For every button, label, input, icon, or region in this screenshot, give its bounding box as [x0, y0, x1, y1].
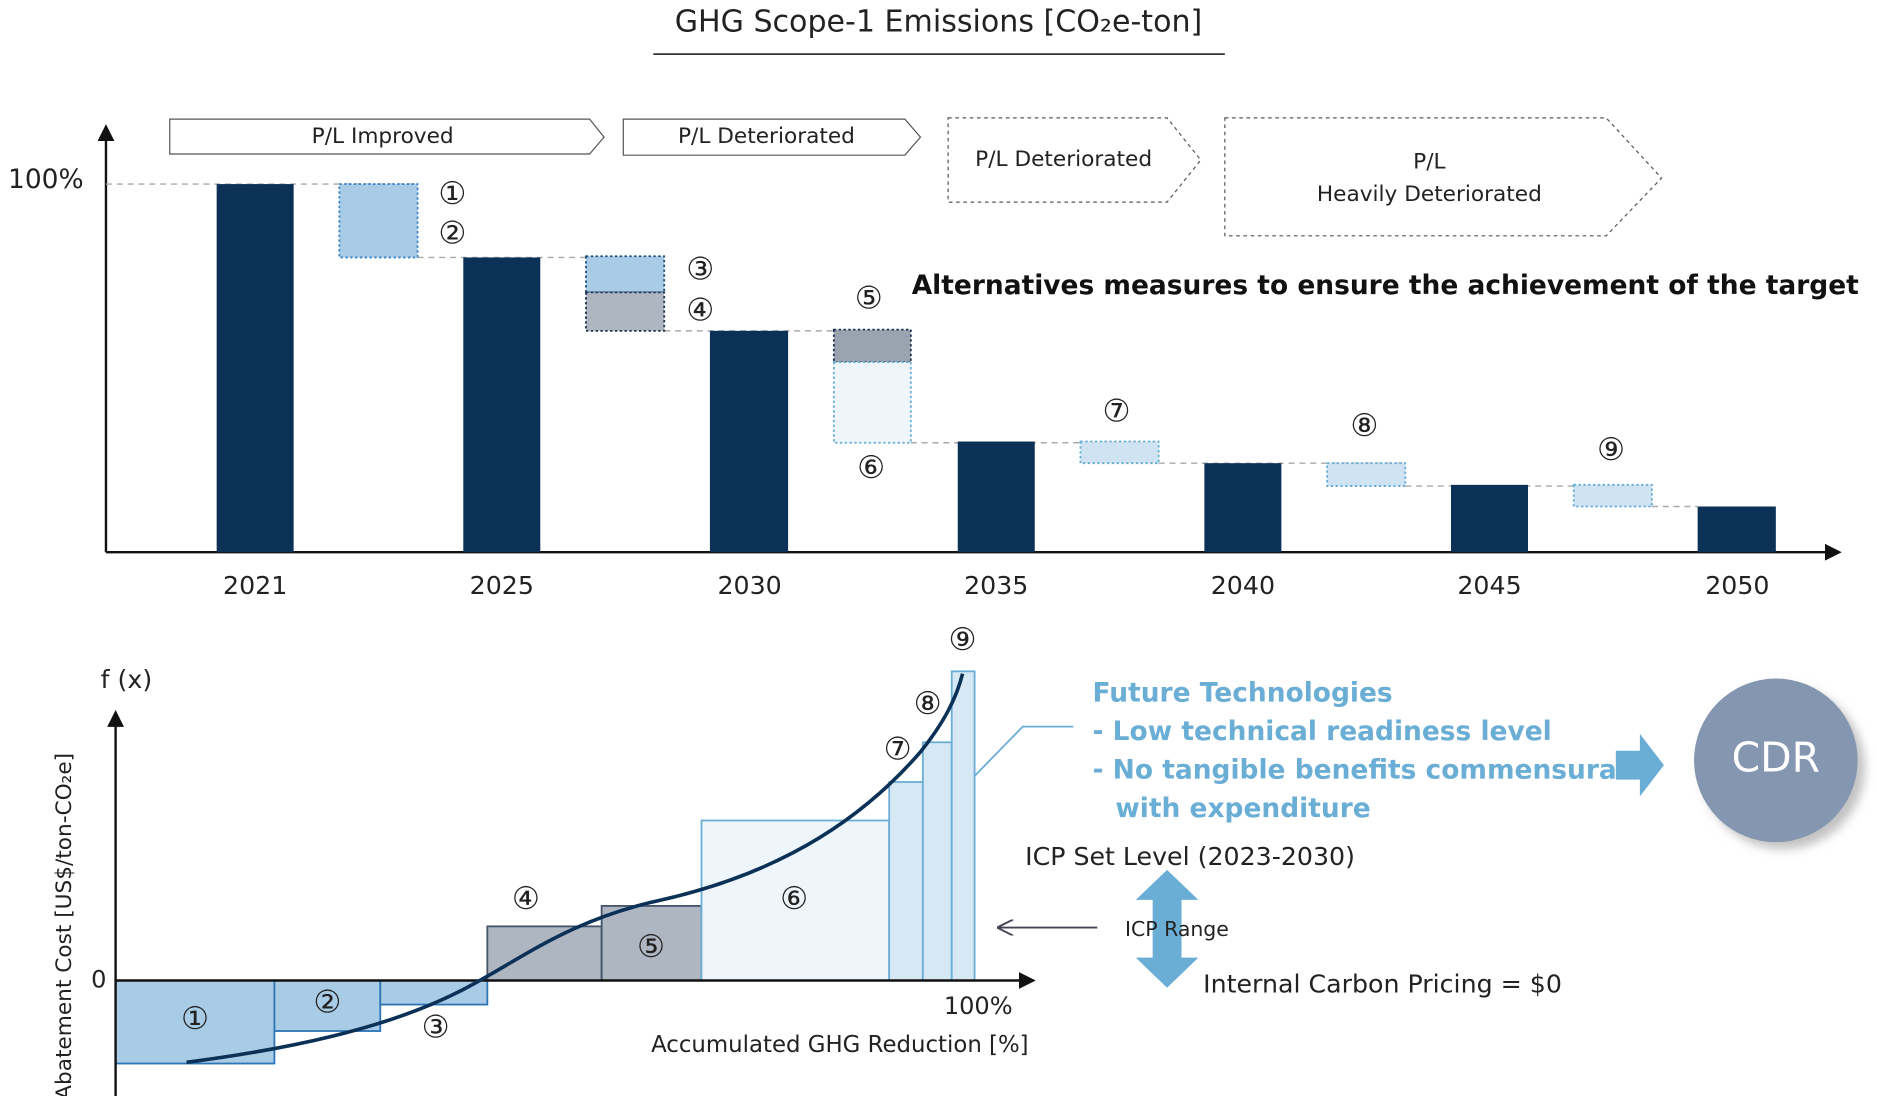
measure-number: ② — [313, 984, 341, 1020]
measure-number: ⑨ — [1597, 432, 1625, 468]
measure-number: ⑥ — [857, 450, 885, 486]
measure-number: ③ — [422, 1010, 450, 1046]
measure-number: ⑧ — [1350, 408, 1378, 444]
phase-label: P/L Deteriorated — [975, 147, 1152, 172]
callout-line — [973, 725, 1074, 777]
step-box — [1572, 483, 1653, 508]
measure-number: ① — [181, 1001, 209, 1037]
measure-number: ⑤ — [855, 281, 883, 317]
year-label: 2025 — [470, 571, 534, 600]
icp-range-label: ICP Range — [1125, 917, 1229, 941]
year-label: 2050 — [1705, 571, 1769, 600]
phase-label: Heavily Deteriorated — [1317, 182, 1542, 207]
step-box — [585, 291, 666, 332]
y-axis-label: Abatement Cost [US$/ton-CO₂e] — [52, 753, 77, 1096]
x-axis-label: Accumulated GHG Reduction [%] — [651, 1032, 1029, 1058]
zero-label: 0 — [91, 966, 106, 994]
cdr-circle — [1694, 678, 1858, 843]
cost-box — [114, 979, 276, 1065]
title: GHG Scope-1 Emissions [CO₂e-ton] — [675, 4, 1203, 39]
step-box — [832, 361, 912, 444]
phase-label: P/L Deteriorated — [678, 124, 855, 149]
future-text: Future Technologies — [1092, 678, 1392, 709]
cost-box — [700, 819, 891, 982]
year-label: 2040 — [1211, 571, 1275, 600]
measure-number: ⑥ — [780, 881, 808, 917]
measure-number: ⑦ — [1103, 394, 1131, 430]
alternatives-heading: Alternatives measures to ensure the achi… — [912, 270, 1859, 301]
phase-label: P/L Improved — [312, 124, 454, 149]
x-end-label: 100% — [944, 992, 1013, 1020]
measure-number: ⑤ — [637, 929, 665, 965]
measure-number: ⑨ — [949, 622, 977, 658]
bar — [709, 330, 789, 553]
cost-box — [921, 741, 953, 982]
year-label: 2021 — [223, 571, 287, 600]
bar — [216, 184, 294, 553]
measure-number: ① — [438, 176, 466, 212]
phase-arrow — [169, 118, 605, 155]
bar — [463, 257, 541, 553]
measure-number: ⑦ — [884, 732, 912, 768]
future-text: with expenditure — [1115, 793, 1370, 824]
step-box — [1326, 462, 1407, 487]
phase-arrow — [1224, 117, 1663, 237]
cost-curve — [186, 673, 965, 1065]
bar — [1451, 484, 1529, 553]
step-box — [585, 255, 666, 294]
measure-number: ③ — [686, 252, 714, 288]
measure-number: ④ — [686, 293, 714, 329]
cost-box — [486, 925, 603, 982]
bar — [1204, 463, 1282, 553]
cdr-label: CDR — [1732, 733, 1820, 781]
icp-set-label: ICP Set Level (2023-2030) — [1025, 842, 1355, 871]
future-text: - Low technical readiness level — [1092, 716, 1551, 747]
phase-label: P/L — [1413, 149, 1445, 174]
step-box — [1079, 440, 1160, 465]
step-box — [338, 183, 419, 259]
phase-arrow — [622, 118, 922, 156]
cost-box — [888, 781, 924, 982]
cost-box — [950, 670, 976, 982]
year-label: 2030 — [717, 571, 781, 600]
right-arrow — [1615, 733, 1664, 797]
fx-label: f (x) — [101, 665, 153, 694]
year-label: 2045 — [1457, 571, 1521, 600]
future-text: - No tangible benefits commensurate — [1092, 755, 1647, 786]
measure-number: ④ — [512, 881, 540, 917]
step-box — [832, 328, 912, 364]
bar — [957, 441, 1035, 553]
bar — [1697, 506, 1776, 553]
measure-number: ⑧ — [914, 686, 942, 722]
y-label: 100% — [8, 164, 84, 195]
year-label: 2035 — [964, 571, 1028, 600]
measure-number: ② — [438, 216, 466, 252]
icp-double-arrow — [1135, 869, 1199, 988]
icp-zero-label: Internal Carbon Pricing = $0 — [1203, 969, 1562, 998]
phase-arrow — [947, 117, 1202, 203]
